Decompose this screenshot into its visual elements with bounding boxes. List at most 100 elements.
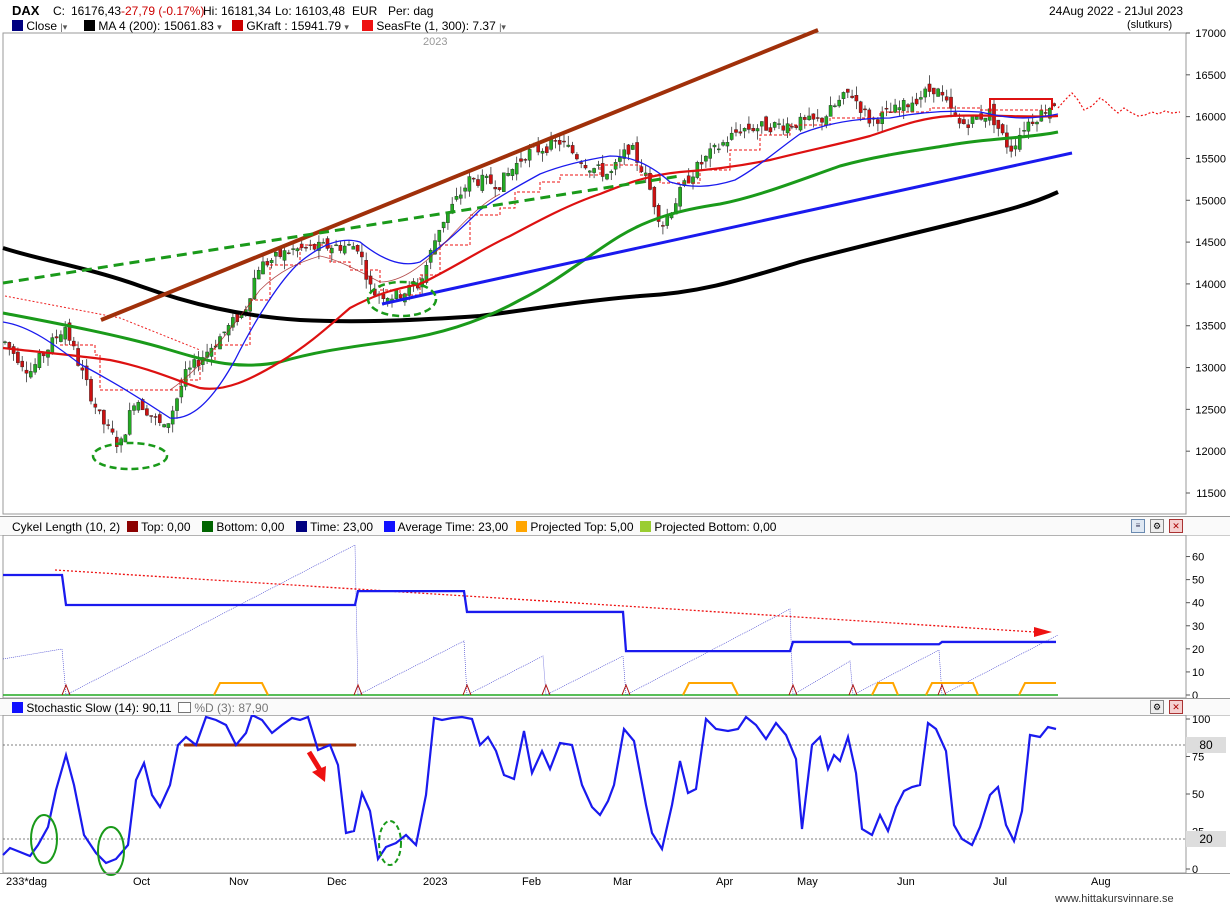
- candle: [613, 159, 618, 176]
- candle: [760, 121, 764, 134]
- cycle-y-tick-label: 40: [1192, 598, 1204, 610]
- legend-ma200[interactable]: MA 4 (200): 15061.83 ▾: [84, 19, 222, 33]
- candle: [183, 361, 188, 391]
- cycle-legend-title[interactable]: Cykel Length (10, 2): [12, 520, 121, 534]
- stoch-legend-main[interactable]: Stochastic Slow (14): 90,11: [12, 701, 172, 715]
- cycle-settings-icon[interactable]: ⚙: [1150, 519, 1164, 533]
- stoch-legend-d[interactable]: %D (3): 87,90: [178, 701, 268, 715]
- cycle-red-dotted-trend: [54, 569, 1036, 633]
- candle: [1035, 120, 1039, 132]
- candle: [506, 167, 510, 177]
- candle: [932, 87, 936, 103]
- candle: [540, 148, 545, 162]
- candle: [282, 245, 287, 270]
- x-month-mar: Mar: [613, 876, 632, 888]
- candle: [110, 420, 115, 435]
- main-y-tick-label: 13000: [1195, 363, 1226, 375]
- watermark[interactable]: www.hittakursvinnare.se: [1055, 893, 1174, 905]
- legend-seasfte-label: SeasFte (1, 300): 7.37: [376, 19, 496, 33]
- candle: [157, 412, 162, 427]
- cycle-top-marker-5: [621, 683, 631, 696]
- candle: [764, 115, 768, 131]
- cycle-top-markers: [61, 683, 947, 696]
- thin-darkred-line: [169, 193, 501, 391]
- legend-ma200-dropdown-icon[interactable]: ▾: [217, 22, 222, 32]
- candle: [471, 177, 476, 183]
- candle: [691, 171, 695, 190]
- candle: [897, 100, 902, 116]
- candle: [781, 118, 786, 135]
- candle: [175, 397, 179, 419]
- cycle-top-marker-4: [541, 683, 551, 696]
- candle: [798, 113, 803, 132]
- candle: [605, 173, 609, 181]
- x-month-aug: Aug: [1091, 876, 1111, 888]
- cycle-y-tick-label: 10: [1192, 667, 1204, 679]
- brown-trend-line: [100, 28, 819, 322]
- header-row: DAX C: 16176,43 -27,79 (-0.17%) Hi: 1618…: [0, 2, 1230, 18]
- main-y-tick-label: 15000: [1195, 195, 1226, 207]
- candle: [170, 405, 175, 433]
- stoch-slow-line: [2, 715, 1057, 865]
- lo-value: Lo: 16103,48: [275, 4, 346, 18]
- main-y-tick-label: 17000: [1195, 28, 1226, 40]
- candle: [996, 119, 1001, 137]
- legend-close-label: Close: [26, 19, 58, 33]
- cycle-time-swatch: [296, 521, 307, 532]
- candle: [622, 143, 626, 166]
- hi-value: Hi: 16181,34: [203, 4, 272, 18]
- candle: [734, 122, 738, 137]
- candle: [837, 95, 841, 108]
- stoch-settings-icon[interactable]: ⚙: [1150, 700, 1164, 714]
- candle: [252, 269, 257, 300]
- x-month-apr: Apr: [716, 876, 734, 888]
- legend-seasfte-dropdown-icon[interactable]: |▾: [499, 22, 506, 32]
- candle: [738, 124, 743, 136]
- change-value: -27,79 (-0.17%): [121, 4, 205, 18]
- candle: [803, 114, 807, 129]
- candle: [20, 355, 25, 372]
- candle: [858, 100, 863, 122]
- candle: [1000, 123, 1005, 136]
- legend-gkraft-dropdown-icon[interactable]: ▾: [344, 22, 349, 32]
- cycle-top-marker-6: [788, 683, 798, 696]
- ticker-label[interactable]: DAX: [12, 3, 40, 18]
- stoch-ellipse-2: [97, 826, 125, 876]
- legend-close-dropdown-icon[interactable]: |▾: [60, 22, 68, 32]
- x-month-oct: Oct: [133, 876, 151, 888]
- legend-gkraft[interactable]: GKraft : 15941.79 ▾: [232, 19, 349, 33]
- candle: [514, 156, 519, 181]
- currency-label: EUR: [352, 4, 378, 18]
- candle: [428, 248, 433, 270]
- candle: [132, 403, 136, 415]
- candle: [261, 253, 265, 275]
- legend-ma200-swatch: [84, 20, 95, 31]
- period-label[interactable]: Per: dag: [388, 4, 434, 18]
- stoch-y-axis: 0255075100: [1186, 715, 1210, 876]
- candle: [807, 107, 811, 121]
- cycle-legend-avgtime: Average Time: 23,00: [384, 520, 508, 534]
- candle: [489, 166, 493, 185]
- candle: [588, 170, 592, 178]
- stoch-chart-svg: 0255075100: [2, 715, 1210, 876]
- candle: [1018, 127, 1022, 152]
- candle: [299, 240, 304, 251]
- cycle-close-icon[interactable]: ✕: [1169, 519, 1183, 533]
- candle: [360, 243, 364, 265]
- cycle-y-tick-label: 30: [1192, 621, 1204, 633]
- candle: [59, 330, 63, 343]
- candle: [725, 136, 730, 153]
- main-y-tick-label: 12000: [1195, 446, 1226, 458]
- cycle-data-icon[interactable]: ≡: [1131, 519, 1145, 533]
- year-marker: 2023: [423, 36, 448, 48]
- stoch-close-icon[interactable]: ✕: [1169, 700, 1183, 714]
- candle: [476, 174, 480, 188]
- legend-close[interactable]: Close |▾: [12, 19, 67, 33]
- candle: [93, 397, 98, 415]
- cycle-avgtime-swatch: [384, 521, 395, 532]
- cycle-ramps: [2, 544, 1059, 696]
- x-axis-start-label[interactable]: 233*dag: [6, 876, 47, 888]
- legend-seasfte[interactable]: SeasFte (1, 300): 7.37 |▾: [362, 19, 506, 33]
- cycle-bottom-swatch: [202, 521, 213, 532]
- main-y-axis: 11500 12000 12500 13000 13500 14000 14500 15000…: [1186, 28, 1226, 500]
